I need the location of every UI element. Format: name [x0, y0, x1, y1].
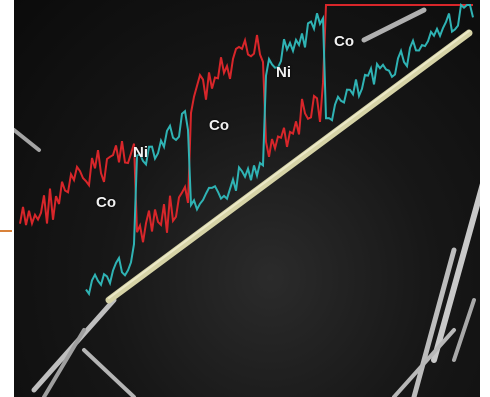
segment-label-co-3: Co — [334, 33, 354, 50]
segment-label-ni-2: Ni — [276, 64, 291, 81]
edge-tick-mark — [0, 230, 12, 232]
nanowire-lower-left-2 — [42, 328, 86, 397]
segment-label-co-2: Co — [209, 117, 229, 134]
nanowire-bottom — [82, 348, 136, 397]
nanowire-right-2 — [411, 247, 457, 397]
co-linescan-trace — [19, 4, 473, 243]
background-nanowires — [14, 7, 480, 397]
nanowire-top-right — [361, 7, 427, 43]
nanowire-bottom-right — [392, 328, 456, 397]
sem-micrograph: Co Ni Co Ni Co — [14, 0, 480, 397]
micrograph-scene — [14, 3, 480, 397]
ni-linescan-trace — [85, 3, 474, 297]
segment-label-ni-1: Ni — [133, 144, 148, 161]
segment-label-co-1: Co — [96, 194, 116, 211]
main-nanowire — [105, 29, 473, 304]
nanowire-right-long — [431, 183, 480, 363]
nanowire-right-short — [452, 298, 476, 362]
nanowire-left-edge — [14, 128, 41, 152]
main-nanowire-highlight — [108, 30, 470, 299]
